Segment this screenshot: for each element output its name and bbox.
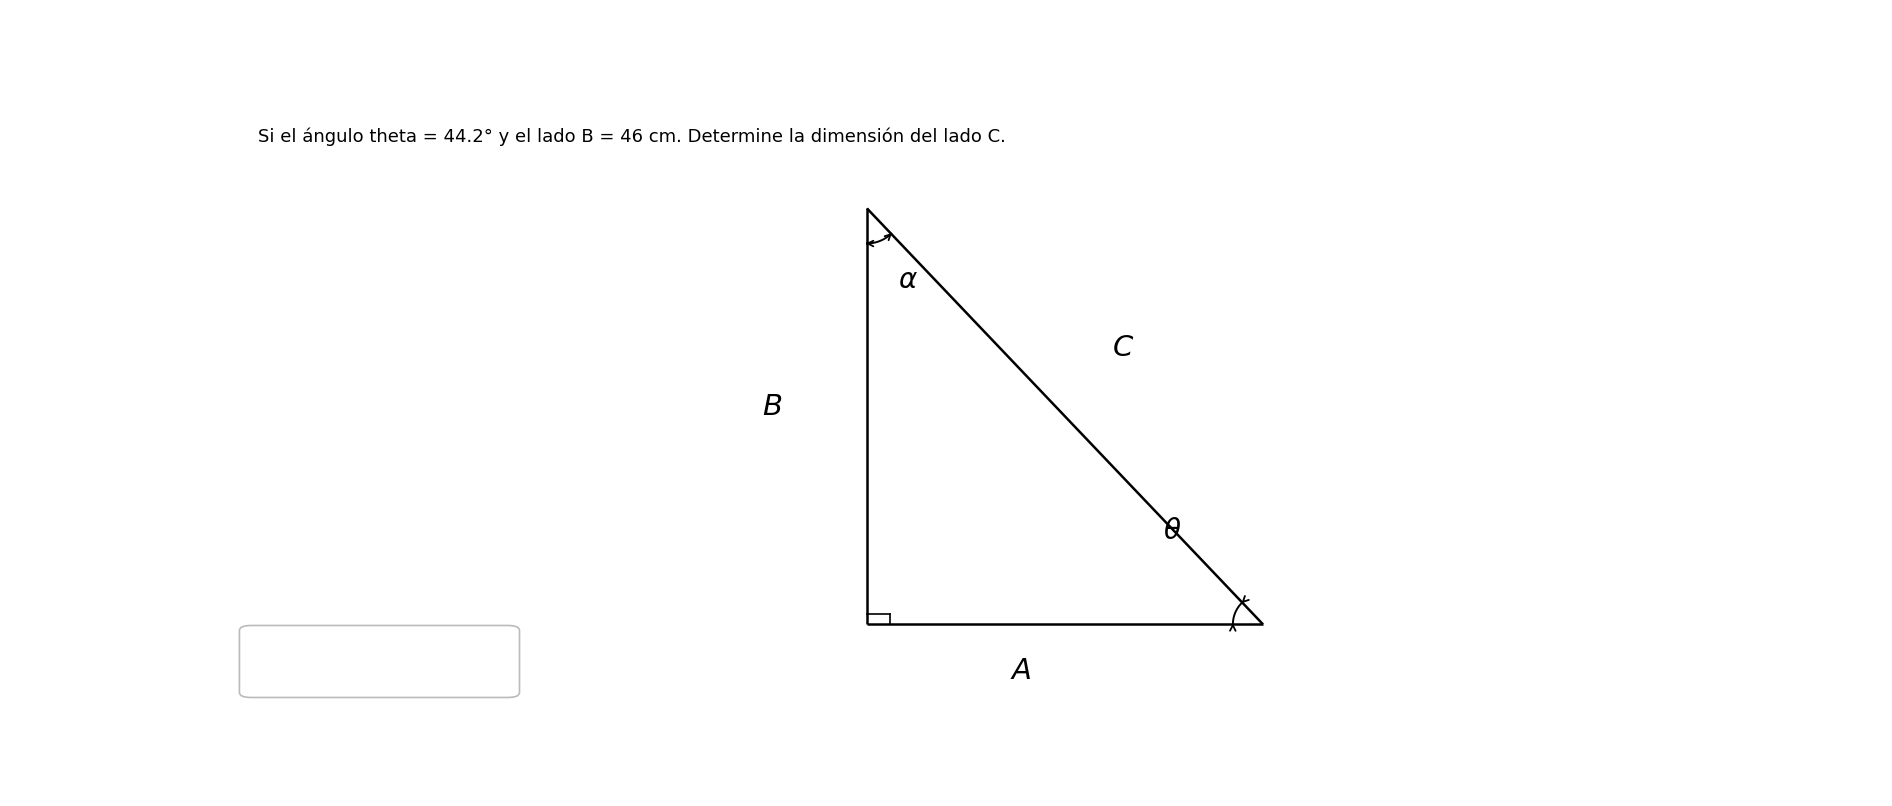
Text: $A$: $A$ (1010, 657, 1031, 685)
Text: $\alpha$: $\alpha$ (899, 266, 918, 294)
Text: $C$: $C$ (1112, 334, 1135, 362)
Text: Si el ángulo theta = 44.2° y el lado B = 46 cm. Determine la dimensión del lado : Si el ángulo theta = 44.2° y el lado B =… (259, 128, 1007, 146)
Text: $B$: $B$ (762, 393, 781, 421)
FancyBboxPatch shape (240, 625, 520, 697)
Text: $\theta$: $\theta$ (1164, 517, 1181, 545)
